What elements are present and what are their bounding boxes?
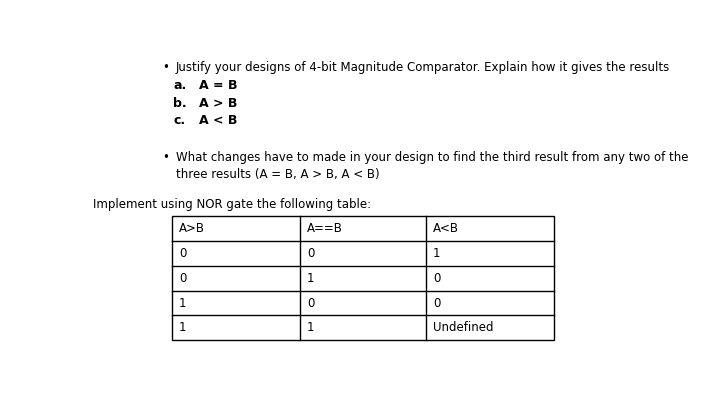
Text: a.: a.: [173, 79, 187, 92]
Text: •: •: [162, 151, 169, 164]
Text: 1: 1: [179, 297, 186, 310]
Text: A<B: A<B: [433, 222, 459, 235]
Text: A = B: A = B: [200, 79, 238, 92]
Text: 0: 0: [307, 297, 314, 310]
Text: 0: 0: [179, 247, 186, 260]
Text: A==B: A==B: [307, 222, 342, 235]
Text: 0: 0: [179, 272, 186, 285]
Text: b.: b.: [173, 97, 187, 110]
Text: Implement using NOR gate the following table:: Implement using NOR gate the following t…: [93, 198, 370, 211]
Text: 0: 0: [307, 247, 314, 260]
Text: 0: 0: [433, 297, 440, 310]
Text: c.: c.: [173, 114, 185, 127]
Text: Justify your designs of 4-bit Magnitude Comparator. Explain how it gives the res: Justify your designs of 4-bit Magnitude …: [176, 61, 670, 74]
Text: Undefined: Undefined: [433, 322, 493, 334]
Text: 0: 0: [433, 272, 440, 285]
Text: 1: 1: [307, 272, 314, 285]
Text: 1: 1: [433, 247, 441, 260]
Text: 1: 1: [307, 322, 314, 334]
Text: •: •: [162, 61, 169, 74]
Text: A > B: A > B: [200, 97, 238, 110]
Text: 1: 1: [179, 322, 186, 334]
Text: What changes have to made in your design to find the third result from any two o: What changes have to made in your design…: [176, 151, 689, 164]
Text: A < B: A < B: [200, 114, 238, 127]
Text: three results (A = B, A > B, A < B): three results (A = B, A > B, A < B): [176, 168, 380, 181]
Text: A>B: A>B: [179, 222, 205, 235]
